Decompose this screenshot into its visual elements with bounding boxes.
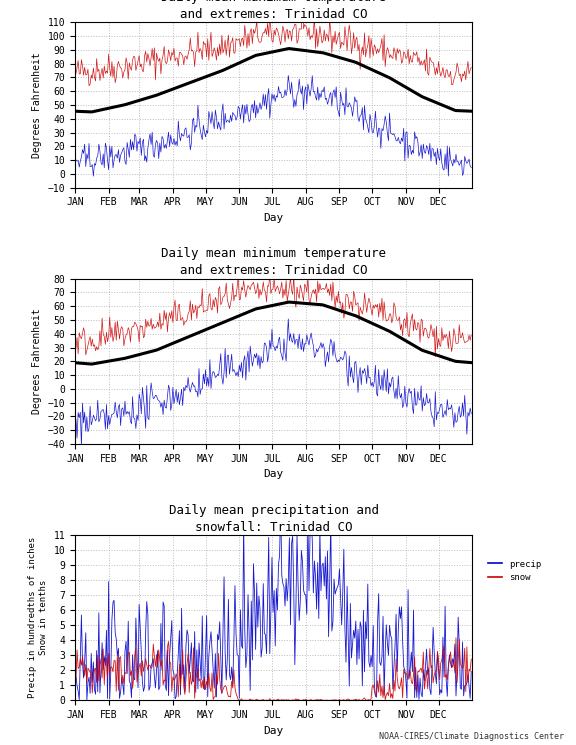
Y-axis label: Degrees Fahrenheit: Degrees Fahrenheit bbox=[32, 308, 42, 414]
Title: Daily mean maximum temperature
and extremes: Trinidad CO: Daily mean maximum temperature and extre… bbox=[161, 0, 386, 21]
X-axis label: Day: Day bbox=[263, 726, 284, 735]
Text: NOAA-CIRES/Climate Diagnostics Center: NOAA-CIRES/Climate Diagnostics Center bbox=[380, 732, 564, 741]
X-axis label: Day: Day bbox=[263, 469, 284, 479]
Y-axis label: Degrees Fahrenheit: Degrees Fahrenheit bbox=[32, 52, 42, 158]
X-axis label: Day: Day bbox=[263, 213, 284, 223]
Legend: precip, snow: precip, snow bbox=[485, 556, 545, 586]
Title: Daily mean minimum temperature
and extremes: Trinidad CO: Daily mean minimum temperature and extre… bbox=[161, 247, 386, 277]
Y-axis label: Precip in hundredths of inches
Snow in tenths: Precip in hundredths of inches Snow in t… bbox=[28, 537, 48, 698]
Title: Daily mean precipitation and
snowfall: Trinidad CO: Daily mean precipitation and snowfall: T… bbox=[169, 504, 378, 533]
